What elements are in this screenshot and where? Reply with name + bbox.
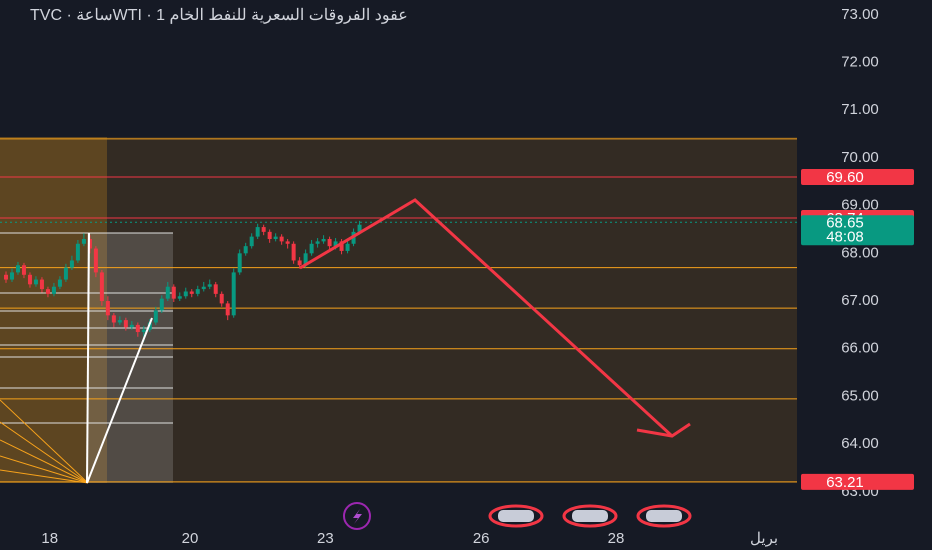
candle-body bbox=[249, 236, 254, 247]
candle-body bbox=[183, 291, 188, 297]
candle-body bbox=[51, 286, 56, 294]
countdown: 48:08 bbox=[826, 228, 864, 245]
y-tick-label: 71.00 bbox=[841, 101, 879, 118]
event-icons bbox=[343, 502, 692, 530]
candle-body bbox=[135, 324, 140, 333]
candle-body bbox=[33, 279, 38, 285]
candle-body bbox=[21, 265, 26, 275]
fib-box bbox=[87, 233, 173, 483]
candle-body bbox=[285, 241, 290, 244]
candle-body bbox=[99, 272, 104, 302]
candle-body bbox=[15, 265, 20, 273]
candle-body bbox=[81, 239, 86, 244]
y-tick-label: 72.00 bbox=[841, 53, 879, 70]
candle-body bbox=[291, 243, 296, 261]
candle-body bbox=[201, 286, 206, 290]
y-tick-label: 64.00 bbox=[841, 435, 879, 452]
candle-body bbox=[3, 274, 8, 280]
candle-body bbox=[225, 303, 230, 316]
candle-body bbox=[123, 320, 128, 328]
y-tick-label: 67.00 bbox=[841, 292, 879, 309]
candle-body bbox=[159, 298, 164, 311]
price-axis bbox=[800, 0, 932, 550]
candle-body bbox=[9, 272, 14, 280]
candle-body bbox=[321, 239, 326, 242]
candle-body bbox=[279, 236, 284, 242]
zone bbox=[0, 137, 797, 483]
candle-body bbox=[57, 279, 62, 287]
candle-body bbox=[339, 241, 344, 251]
y-tick-label: 73.00 bbox=[841, 6, 879, 23]
x-tick-label: 18 bbox=[41, 530, 58, 547]
y-tick-label: 68.00 bbox=[841, 244, 879, 261]
candle-body bbox=[303, 253, 308, 266]
channel-line bbox=[299, 232, 361, 269]
candle-body bbox=[273, 236, 278, 240]
candle-body bbox=[255, 227, 260, 237]
price-tag bbox=[801, 168, 914, 185]
candle-body bbox=[261, 227, 266, 232]
candle-body bbox=[27, 274, 32, 285]
candle-body bbox=[267, 231, 272, 240]
candle-body bbox=[63, 267, 68, 280]
x-tick-label: 26 bbox=[473, 530, 490, 547]
price-tag-label: 69.60 bbox=[826, 169, 864, 186]
candle-body bbox=[243, 246, 248, 254]
candle-body bbox=[297, 260, 302, 266]
candle-body bbox=[207, 284, 212, 287]
candle-body bbox=[69, 260, 74, 268]
x-tick-label: 23 bbox=[317, 530, 334, 547]
candle-body bbox=[141, 329, 146, 333]
y-tick-label: 66.00 bbox=[841, 340, 879, 357]
x-tick-label: 20 bbox=[182, 530, 199, 547]
candle-body bbox=[75, 243, 80, 261]
price-tag bbox=[801, 473, 914, 490]
arrow-head bbox=[636, 422, 691, 438]
last-price-label: 68.65 bbox=[826, 214, 864, 231]
candle-body bbox=[309, 243, 314, 254]
candle-body bbox=[39, 279, 44, 290]
price-tag-label: 63.21 bbox=[826, 474, 864, 491]
candle-body bbox=[117, 320, 122, 323]
y-tick-label: 65.00 bbox=[841, 387, 879, 404]
x-tick-label: بريل bbox=[750, 530, 778, 547]
candle-body bbox=[345, 243, 350, 251]
candle-body bbox=[231, 272, 236, 316]
candle-body bbox=[111, 315, 116, 323]
candle-body bbox=[165, 286, 170, 299]
candle-body bbox=[333, 241, 338, 247]
y-tick-label: 70.00 bbox=[841, 149, 879, 166]
candle-body bbox=[315, 241, 320, 244]
x-tick-label: 28 bbox=[608, 530, 625, 547]
candle-body bbox=[129, 324, 134, 328]
candle-body bbox=[105, 301, 110, 316]
y-tick-label: 69.00 bbox=[841, 197, 879, 214]
candle-body bbox=[219, 293, 224, 304]
candle-body bbox=[189, 291, 194, 294]
candle-body bbox=[357, 224, 362, 232]
fan-lines bbox=[0, 399, 89, 484]
candle-body bbox=[45, 289, 50, 294]
trend-lines bbox=[86, 232, 153, 484]
candle-body bbox=[177, 296, 182, 299]
candle-body bbox=[195, 289, 200, 294]
chart-title: TVC · ساعةWTI · 1 عقود الفروقات السعرية … bbox=[30, 7, 408, 24]
candle-body bbox=[153, 310, 158, 323]
candle-body bbox=[237, 253, 242, 273]
candle-body bbox=[171, 286, 176, 299]
candle-body bbox=[327, 239, 332, 247]
candle-body bbox=[93, 248, 98, 273]
last-price-tag bbox=[801, 215, 914, 246]
candle-body bbox=[213, 284, 218, 294]
